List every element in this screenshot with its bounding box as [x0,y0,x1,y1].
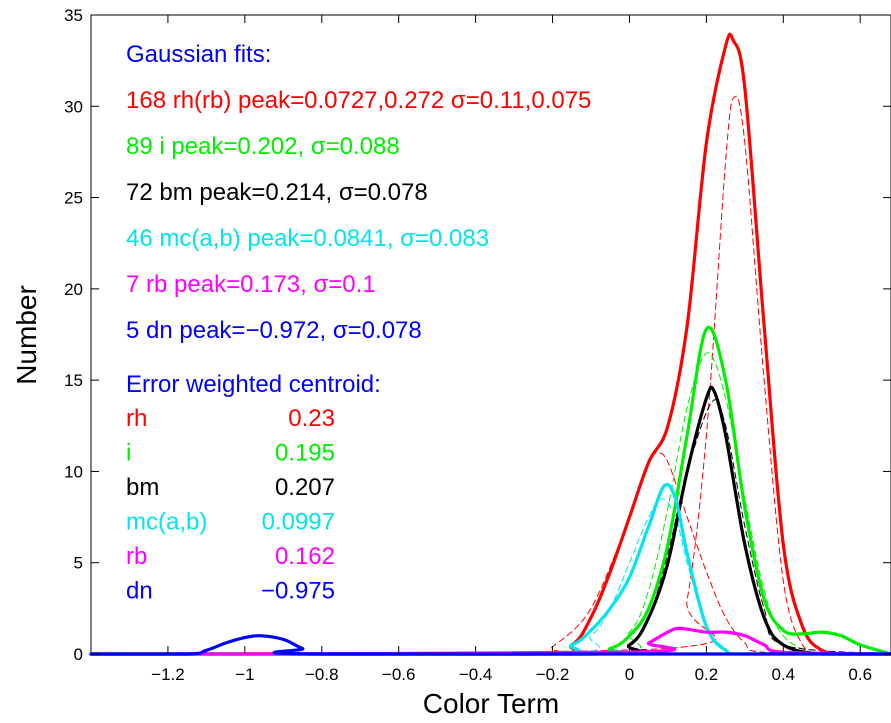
x-tick-label: −1.2 [151,665,185,684]
y-tick-label: 35 [64,6,83,25]
x-tick-label: 0.4 [771,665,795,684]
gaussian-fit-line: 46 mc(a,b) peak=0.0841, σ=0.083 [126,225,489,252]
x-tick-label: −0.8 [305,665,339,684]
y-tick-label: 25 [64,189,83,208]
x-tick-label: −0.6 [382,665,416,684]
centroid-value: 0.195 [275,440,335,467]
x-tick-label: 0 [625,665,634,684]
gaussian-fits-header: Gaussian fits: [126,41,271,68]
x-ticks: −1.2 −1 −0.8 −0.6 −0.4 −0.2 0 0.2 0.4 0.6 [151,15,872,684]
centroid-value: 0.207 [275,474,335,501]
centroid-value: 0.23 [288,405,335,432]
distribution-curve-10 [89,634,891,656]
centroid-value: 0.0997 [262,509,335,536]
distribution-curve-0 [89,32,891,656]
gaussian-fit-line: 72 bm peak=0.214, σ=0.078 [126,179,428,206]
gaussian-fit-curve-2 [90,95,891,655]
centroid-label: bm [126,474,159,501]
x-tick-label: −0.2 [536,665,570,684]
centroid-label: rb [126,543,147,570]
y-tick-label: 10 [64,462,83,481]
x-tick-label: 0.6 [848,665,872,684]
y-tick-label: 20 [64,280,83,299]
gaussian-fit-line: 5 dn peak=−0.972, σ=0.078 [126,317,422,344]
gaussian-fit-curve-1 [90,452,891,655]
annotations: Gaussian fits: 168 rh(rb) peak=0.0727,0.2… [126,41,591,605]
centroid-label: mc(a,b) [126,509,207,536]
gaussian-fit-line: 89 i peak=0.202, σ=0.088 [126,133,400,160]
distribution-curve-7 [89,482,891,656]
y-tick-label: 30 [64,97,83,116]
centroid-label: dn [126,578,153,605]
curves-layer [89,32,891,656]
x-tick-label: −1 [235,665,254,684]
x-tick-label: −0.4 [459,665,493,684]
gaussian-fit-line: 168 rh(rb) peak=0.0727,0.272 σ=0.11,0.07… [126,87,591,114]
y-tick-label: 0 [74,645,83,664]
centroid-header: Error weighted centroid: [126,371,381,398]
centroid-label: rh [126,405,147,432]
gaussian-fit-line: 7 rb peak=0.173, σ=0.1 [126,271,376,298]
centroid-label: i [126,440,131,467]
centroid-value: 0.162 [275,543,335,570]
y-tick-label: 5 [74,554,83,573]
x-tick-label: 0.2 [695,665,719,684]
centroid-value: −0.975 [261,578,335,605]
y-axis-label: Number [11,285,42,385]
y-tick-label: 15 [64,371,83,390]
y-ticks: 0 5 10 15 20 25 30 35 [64,6,891,664]
x-axis-label: Color Term [423,688,559,719]
